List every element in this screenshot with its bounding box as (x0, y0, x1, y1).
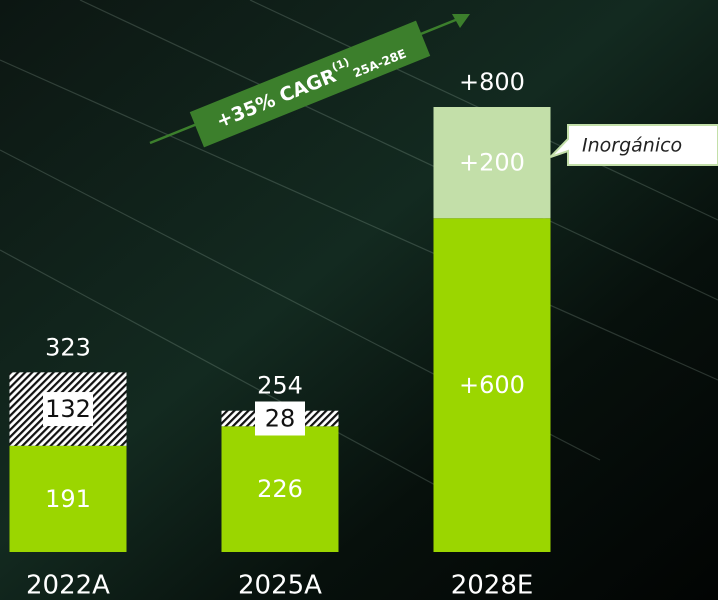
bar-segment (433, 218, 551, 552)
segment-label: 191 (45, 485, 91, 513)
x-tick-label: 2028E (451, 571, 534, 600)
segment-label: +600 (459, 371, 525, 399)
label-box (43, 392, 93, 427)
total-label: 254 (257, 372, 303, 400)
bar-segment (221, 426, 339, 552)
segment-label: 28 (265, 405, 296, 433)
bar-segment (433, 107, 551, 219)
segment-label: 132 (45, 395, 91, 423)
bar-segment (9, 445, 127, 552)
x-tick-label: 2022A (26, 571, 110, 600)
segment-label: +200 (459, 149, 525, 177)
label-box (255, 401, 305, 436)
total-label: +800 (459, 68, 525, 96)
x-tick-label: 2025A (238, 571, 322, 600)
callout-box (549, 124, 718, 166)
total-label: 323 (45, 333, 91, 361)
segment-label: 226 (257, 475, 303, 503)
callout-label: Inorgánico (582, 135, 682, 157)
